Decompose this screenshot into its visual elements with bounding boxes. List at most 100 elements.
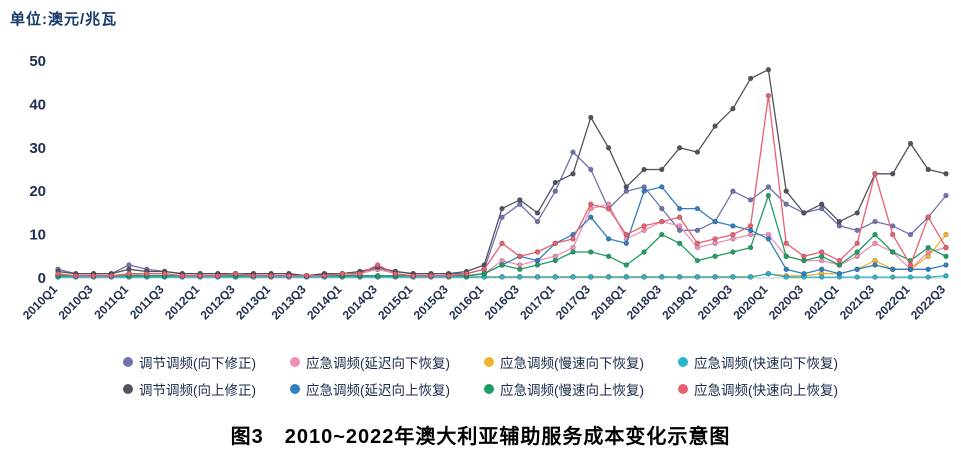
series-marker xyxy=(588,274,594,280)
series-marker xyxy=(570,249,576,255)
series-marker xyxy=(872,218,878,225)
x-tick-label: 2010Q3 xyxy=(56,282,96,322)
series-marker xyxy=(552,257,558,264)
series-marker xyxy=(889,249,896,255)
series-marker xyxy=(872,274,878,280)
legend-item: 应急调频(延迟向上恢复) xyxy=(290,379,450,399)
x-tick-label: 2021Q3 xyxy=(837,282,877,322)
series-marker xyxy=(943,231,949,238)
series-marker xyxy=(570,149,576,155)
series-marker xyxy=(765,236,772,242)
legend-item: 应急调频(快速向下恢复) xyxy=(678,352,838,372)
x-tick-label: 2018Q3 xyxy=(624,282,664,322)
legend-row: 调节调频(向下修正) 应急调频(延迟向下恢复) 应急调频(慢速向下恢复) 应急调频(快… xyxy=(123,352,838,372)
legend-marker-icon xyxy=(484,357,494,367)
legend-marker-icon xyxy=(678,357,688,367)
series-marker xyxy=(836,257,843,264)
series-marker xyxy=(144,271,150,277)
legend-marker-icon xyxy=(123,357,133,367)
series-marker xyxy=(392,271,399,277)
legend-item: 应急调频(快速向上恢复) xyxy=(678,379,838,399)
legend-item: 调节调频(向上修正) xyxy=(123,379,256,399)
series-marker xyxy=(818,201,825,207)
y-tick-label: 30 xyxy=(29,140,46,157)
series-marker xyxy=(907,231,914,238)
series-marker xyxy=(73,273,79,279)
x-tick-label: 2012Q3 xyxy=(198,282,238,322)
series-marker xyxy=(534,262,541,268)
legend-label: 应急调频(慢速向上恢复) xyxy=(500,383,644,398)
series-marker xyxy=(517,253,523,260)
series-marker xyxy=(925,244,931,251)
series-marker xyxy=(552,240,558,247)
series-marker xyxy=(943,273,949,279)
series-marker xyxy=(872,262,878,268)
series-marker xyxy=(605,201,612,207)
series-marker xyxy=(605,236,612,242)
series-marker xyxy=(659,231,665,238)
x-tick-label: 2020Q3 xyxy=(766,282,806,322)
series-marker xyxy=(694,257,701,264)
series-marker xyxy=(818,205,825,212)
series-marker xyxy=(659,166,665,173)
series-marker xyxy=(659,218,665,225)
series-marker xyxy=(357,271,363,277)
y-tick-label: 40 xyxy=(29,96,46,113)
series-marker xyxy=(801,210,807,216)
series-marker xyxy=(818,249,825,255)
series-marker xyxy=(605,205,612,212)
series-marker xyxy=(552,188,558,194)
unit-label: 单位:澳元/兆瓦 xyxy=(10,11,118,28)
series-marker xyxy=(588,114,594,121)
series-marker xyxy=(712,240,718,247)
y-tick-label: 0 xyxy=(38,270,46,287)
legend: 调节调频(向下修正) 应急调频(延迟向下恢复) 应急调频(慢速向下恢复) 应急调频(快… xyxy=(0,352,961,399)
series-marker xyxy=(55,271,61,277)
series-marker xyxy=(676,240,683,247)
legend-marker-icon xyxy=(678,384,688,394)
series-marker xyxy=(570,244,576,251)
series-marker xyxy=(907,140,914,147)
legend-label: 应急调频(延迟向上恢复) xyxy=(306,383,450,398)
x-tick-label: 2018Q1 xyxy=(588,282,628,322)
series-marker xyxy=(694,274,701,280)
series-marker xyxy=(339,271,345,277)
x-tick-label: 2016Q1 xyxy=(446,282,486,322)
legend-marker-icon xyxy=(484,384,494,394)
x-tick-label: 2015Q1 xyxy=(375,282,415,322)
series-marker xyxy=(428,273,434,279)
series-marker xyxy=(712,274,718,280)
legend-item: 应急调频(延迟向下恢复) xyxy=(290,352,450,372)
series-marker xyxy=(765,92,772,99)
series-marker xyxy=(854,210,860,216)
series-marker xyxy=(747,197,754,203)
series-marker xyxy=(410,273,416,279)
series-marker xyxy=(623,274,629,280)
series-marker xyxy=(694,240,701,247)
series-marker xyxy=(765,271,772,277)
series-marker xyxy=(126,266,132,273)
series-marker xyxy=(605,274,612,280)
series-marker xyxy=(588,201,594,207)
series-marker xyxy=(925,266,931,273)
x-tick-label: 2017Q1 xyxy=(517,282,557,322)
series-marker xyxy=(286,273,292,279)
series-marker xyxy=(783,266,789,273)
series-marker xyxy=(925,274,931,280)
legend-item: 应急调频(慢速向上恢复) xyxy=(484,379,644,399)
series-marker xyxy=(481,266,487,273)
series-marker xyxy=(925,253,931,260)
series-marker xyxy=(588,214,594,220)
y-tick-label: 50 xyxy=(29,53,46,70)
series-marker xyxy=(517,197,523,203)
series-marker xyxy=(730,274,736,280)
series-marker xyxy=(889,231,896,238)
series-marker xyxy=(889,274,896,280)
series-marker xyxy=(659,274,665,280)
x-tick-label: 2015Q3 xyxy=(411,282,451,322)
series-marker xyxy=(605,145,612,151)
series-marker xyxy=(889,171,896,177)
series-marker xyxy=(765,66,772,73)
series-marker xyxy=(925,166,931,173)
